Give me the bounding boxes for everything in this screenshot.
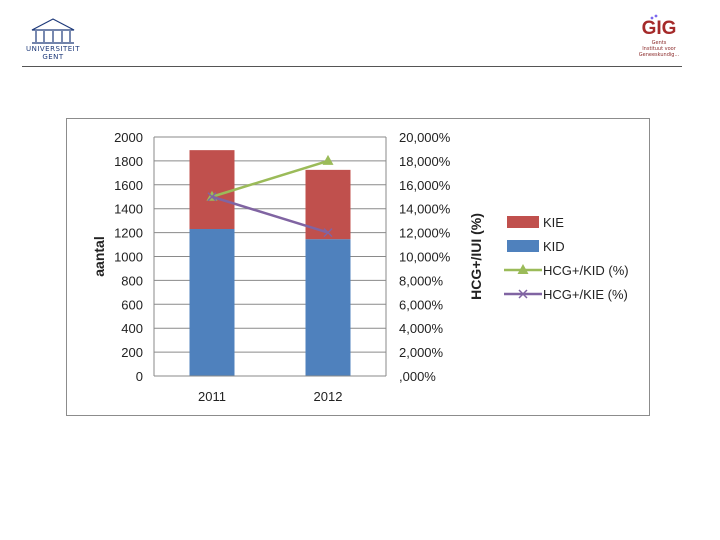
gig-logo-text: GIG bbox=[642, 18, 677, 38]
legend-swatch-kie bbox=[507, 216, 539, 228]
y2-tick-label: 2,000% bbox=[399, 345, 444, 360]
y-axis-title: aantal bbox=[91, 236, 107, 276]
y2-tick-label: 20,000% bbox=[399, 130, 451, 145]
marker-HCG+/KIE (%) bbox=[207, 192, 217, 202]
y2-tick-label: 6,000% bbox=[399, 297, 444, 312]
header-divider bbox=[22, 66, 682, 67]
y2-tick-label: 18,000% bbox=[399, 154, 451, 169]
marker-HCG+/KIE (%) bbox=[323, 228, 333, 238]
ugent-logo-line-2: GENT bbox=[42, 53, 64, 61]
gig-logo-line-2: Instituut voor bbox=[642, 46, 676, 52]
y-tick-label: 1000 bbox=[114, 250, 143, 265]
x-tick-label: 2011 bbox=[198, 389, 226, 404]
bar-kie-2011 bbox=[189, 150, 235, 230]
y2-tick-label: 14,000% bbox=[399, 202, 451, 217]
legend-label: HCG+/KID (%) bbox=[543, 263, 629, 278]
legend-label: KID bbox=[543, 239, 565, 254]
gig-logo-line-3: Geneeskundig... bbox=[638, 52, 680, 58]
gig-logo: GIG Gents Instituut voor Geneeskundig... bbox=[630, 12, 688, 66]
gig-logo-mark: GIG bbox=[642, 14, 677, 38]
bar-kid-2012 bbox=[305, 239, 351, 376]
bar-kid-2011 bbox=[189, 229, 235, 376]
y-tick-label: 600 bbox=[121, 297, 143, 312]
y-tick-label: 0 bbox=[136, 369, 143, 384]
y-tick-label: 1600 bbox=[114, 178, 143, 193]
y-tick-label: 200 bbox=[121, 345, 143, 360]
x-tick-label: 2012 bbox=[314, 389, 343, 404]
ugent-building-icon bbox=[31, 18, 75, 44]
y-tick-label: 1800 bbox=[114, 154, 143, 169]
y2-tick-label: 8,000% bbox=[399, 273, 444, 288]
y2-tick-label: 12,000% bbox=[399, 226, 451, 241]
y-tick-label: 2000 bbox=[114, 130, 143, 145]
y2-axis-title: HCG+/IUI (%) bbox=[468, 213, 484, 300]
marker-HCG+/KID (%) bbox=[322, 154, 334, 165]
y2-tick-label: ,000% bbox=[399, 369, 436, 384]
y-tick-label: 400 bbox=[121, 321, 143, 336]
y-tick-label: 1200 bbox=[114, 226, 143, 241]
y2-tick-label: 16,000% bbox=[399, 178, 451, 193]
ugent-logo: UNIVERSITEIT GENT bbox=[22, 16, 84, 64]
y-tick-label: 800 bbox=[121, 273, 143, 288]
legend-label: HCG+/KIE (%) bbox=[543, 287, 628, 302]
legend-swatch-kid bbox=[507, 240, 539, 252]
stacked-bar-line-chart: 0 200 400 600 800 1000 1200 1400 1600 1800 2000 ,00… bbox=[91, 130, 629, 404]
ugent-logo-line-1: UNIVERSITEIT bbox=[25, 45, 81, 53]
legend-marker-HCG+/KID (%) bbox=[517, 264, 529, 274]
gig-logo-line-1: Gents bbox=[651, 40, 667, 46]
legend-label: KIE bbox=[543, 215, 564, 230]
y2-tick-label: 10,000% bbox=[399, 250, 451, 265]
line-HCG+/KIE (%) bbox=[211, 195, 329, 234]
chart-frame: 0 200 400 600 800 1000 1200 1400 1600 1800 2000 ,00… bbox=[66, 118, 650, 416]
y2-tick-label: 4,000% bbox=[399, 321, 444, 336]
legend-marker-HCG+/KIE (%) bbox=[518, 289, 528, 299]
line-HCG+/KID (%) bbox=[211, 159, 329, 198]
y-tick-label: 1400 bbox=[114, 202, 143, 217]
